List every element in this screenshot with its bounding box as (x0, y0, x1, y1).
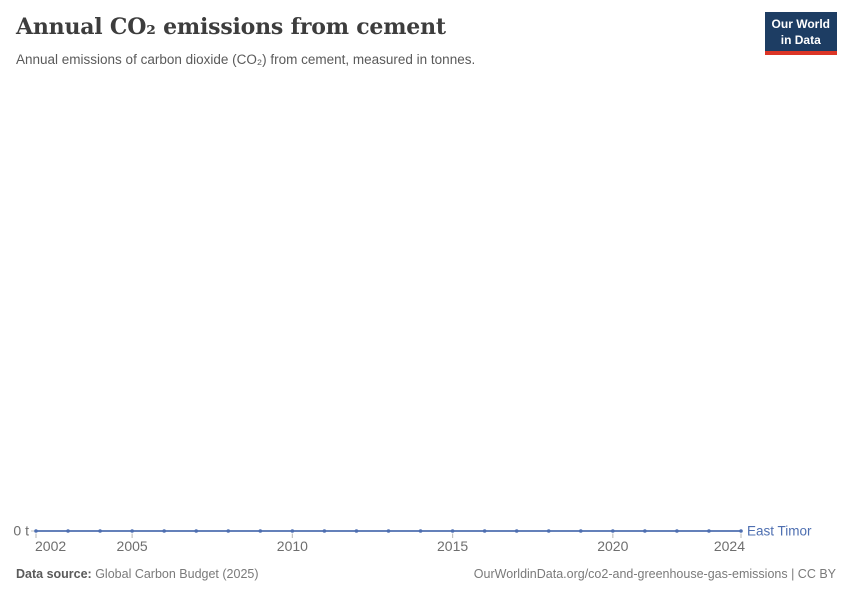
owid-logo[interactable]: Our World in Data (764, 12, 837, 56)
y-axis-label: 0 t (13, 523, 29, 539)
owid-logo-line2: in Data (780, 32, 821, 47)
data-point[interactable] (546, 529, 551, 533)
data-point[interactable] (226, 529, 231, 533)
page-title: Annual CO₂ emissions from cement (16, 14, 446, 40)
data-point[interactable] (611, 529, 615, 533)
data-point[interactable] (162, 529, 166, 533)
x-tick-label: 2020 (597, 538, 628, 554)
page-subtitle: Annual emissions of carbon dioxide (CO₂)… (16, 52, 476, 67)
chart-footer: Data source: Global Carbon Budget (2025)… (16, 566, 836, 583)
x-tick-label: 2010 (277, 538, 308, 554)
data-point[interactable] (643, 529, 647, 533)
data-point[interactable] (258, 529, 263, 533)
data-point[interactable] (322, 529, 327, 533)
x-tick-label: 2024 (714, 538, 745, 554)
x-tick-label: 2005 (117, 538, 148, 554)
data-point[interactable] (578, 529, 583, 533)
data-point[interactable] (354, 529, 359, 533)
data-source-value: Global Carbon Budget (2025) (91, 567, 259, 581)
data-point[interactable] (34, 529, 38, 533)
data-point[interactable] (194, 529, 199, 533)
data-point[interactable] (514, 529, 519, 533)
entity-label[interactable]: East Timor (747, 524, 812, 539)
data-point[interactable] (66, 529, 70, 533)
x-tick-label: 2002 (35, 538, 66, 554)
data-point[interactable] (98, 529, 102, 533)
data-point[interactable] (482, 529, 487, 533)
x-tick-label: 2015 (437, 538, 468, 554)
data-point[interactable] (386, 529, 391, 533)
data-source-note: Data source: Global Carbon Budget (2025) (16, 566, 259, 583)
data-point[interactable] (739, 529, 743, 533)
data-source-label: Data source: (16, 567, 92, 581)
data-point[interactable] (130, 529, 134, 533)
data-point[interactable] (418, 529, 423, 533)
data-point[interactable] (450, 529, 455, 533)
data-point[interactable] (675, 529, 679, 533)
data-point[interactable] (707, 529, 711, 533)
owid-logo-line1: Our World (771, 17, 830, 31)
data-point[interactable] (290, 529, 295, 533)
citation-link[interactable]: OurWorldinData.org/co2-and-greenhouse-ga… (473, 567, 836, 581)
